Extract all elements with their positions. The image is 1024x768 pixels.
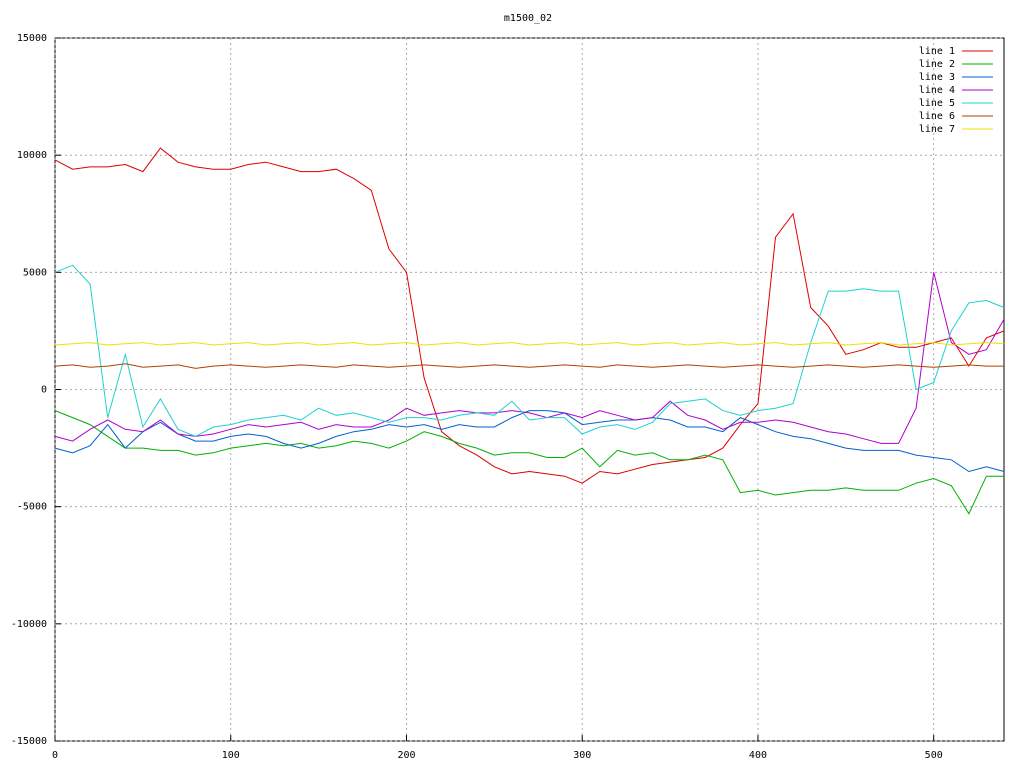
y-tick-label: -5000 [17,502,47,513]
x-tick-label: 200 [397,750,415,761]
y-tick-label: 5000 [23,267,47,278]
x-tick-label: 500 [925,750,943,761]
data-line [54,410,1005,473]
legend-label: line 1 [919,46,955,57]
x-tick-label: 0 [52,750,58,761]
data-line [54,363,1004,369]
y-tick-label: -10000 [11,619,47,630]
legend-label: line 5 [919,98,955,109]
data-line [54,410,1004,515]
legend-label: line 3 [919,72,955,83]
data-line [54,147,1005,484]
data-line [54,264,1005,437]
y-tick-label: -15000 [11,736,47,747]
legend-label: line 4 [919,85,955,96]
x-tick-label: 300 [573,750,591,761]
legend-label: line 2 [919,59,955,70]
y-tick-label: 0 [41,385,47,396]
legend-label: line 7 [919,124,955,135]
data-line [54,342,1005,346]
legend-label: line 6 [919,111,955,122]
y-tick-label: 10000 [17,150,47,161]
y-tick-label: 15000 [17,33,47,44]
data-line [54,272,1005,444]
x-tick-label: 100 [222,750,240,761]
x-tick-label: 400 [749,750,767,761]
chart-title: m1500_02 [504,13,552,24]
